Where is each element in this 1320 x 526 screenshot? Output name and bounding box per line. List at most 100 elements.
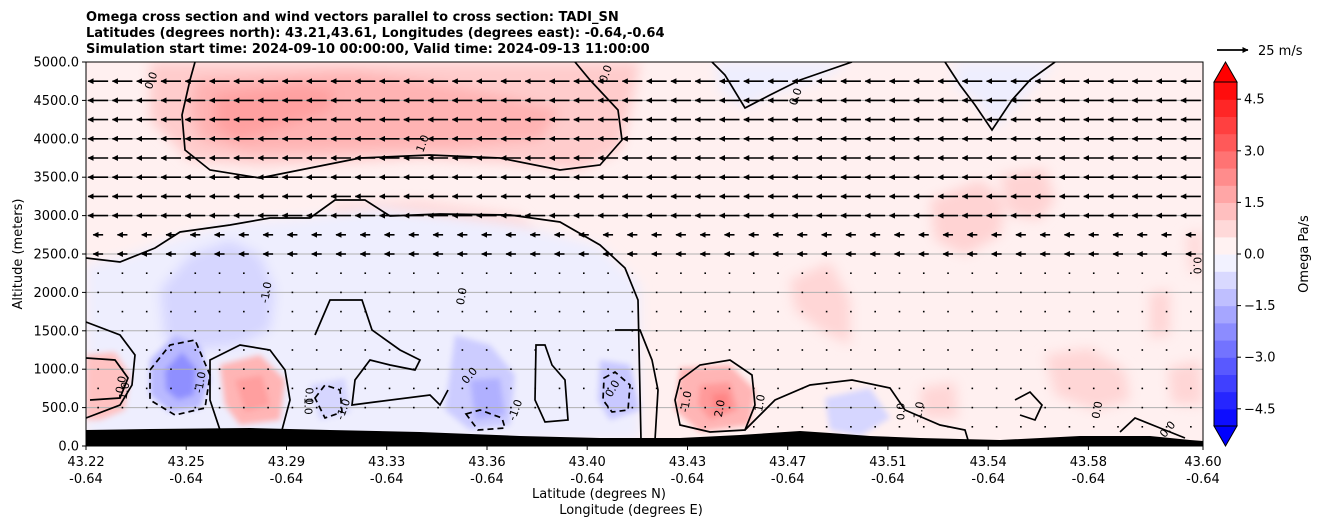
wind-vector (388, 387, 391, 390)
wind-vector (267, 330, 269, 332)
wind-vector (1117, 291, 1119, 294)
wind-vector (995, 426, 998, 428)
wind-vector (1068, 387, 1071, 390)
wind-vector (1020, 368, 1022, 370)
wind-vector (1165, 349, 1168, 351)
wind-vector (1020, 310, 1022, 313)
wind-vector (825, 330, 828, 332)
y-tick-label: 4000.0 (34, 132, 80, 147)
wind-vector (364, 272, 367, 274)
wind-vector (582, 330, 585, 332)
wind-vector (898, 426, 901, 428)
wind-vector (777, 291, 779, 294)
wind-vector (461, 406, 464, 409)
wind-vector (607, 368, 609, 370)
wind-vector (510, 330, 512, 332)
wind-vector (850, 368, 852, 370)
wind-vector (1190, 291, 1192, 294)
wind-vector (315, 310, 318, 313)
wind-vector (582, 291, 585, 294)
colorbar-band (1214, 185, 1237, 203)
wind-vector (898, 310, 901, 313)
wind-vector (801, 291, 804, 294)
wind-vector (534, 349, 537, 351)
x-tick-label-lat: 43.60 (1184, 455, 1221, 470)
contour-label: 0.0 (142, 70, 160, 91)
wind-vector (1165, 310, 1168, 313)
wind-vector (1165, 291, 1168, 294)
positive-region-upper-max (215, 85, 335, 140)
wind-vector (777, 349, 779, 351)
contour-label-text: 1.0 (414, 133, 432, 154)
wind-vector (1165, 272, 1168, 274)
wind-vector (1068, 349, 1071, 351)
wind-vector (461, 272, 464, 274)
wind-vector (752, 387, 755, 390)
wind-vector (752, 330, 755, 332)
wind-vector (413, 349, 415, 351)
wind-vector (340, 310, 342, 313)
wind-vector (898, 387, 901, 390)
wind-vector (801, 272, 804, 274)
wind-vector (1117, 330, 1119, 332)
wind-vector (1020, 330, 1022, 332)
wind-vector (534, 272, 537, 274)
wind-vector (170, 272, 172, 274)
wind-vector (340, 406, 342, 409)
wind-vector (922, 310, 925, 313)
wind-vector (534, 368, 537, 370)
wind-vector (728, 330, 731, 332)
contour-label-text: 2.0 (712, 399, 728, 418)
wind-vector (534, 330, 537, 332)
wind-vector (1165, 406, 1168, 409)
wind-vector (898, 291, 901, 294)
wind-vector (947, 349, 949, 351)
quiver-key-label: 25 m/s (1258, 44, 1303, 59)
title-line-3: Simulation start time: 2024-09-10 00:00:… (86, 42, 650, 57)
wind-vector (607, 349, 609, 351)
wind-vector (413, 387, 415, 390)
wind-vector (777, 387, 779, 390)
wind-vector (947, 426, 949, 428)
wind-vector (582, 406, 585, 409)
wind-vector (1044, 387, 1046, 390)
contour-label: 0.0 (302, 387, 315, 405)
wind-vector (413, 368, 415, 370)
wind-vector (680, 272, 682, 274)
wind-vector (194, 349, 197, 351)
wind-vector (1044, 291, 1046, 294)
contour-neg-dashed-3 (464, 409, 507, 431)
contour-1-upper (181, 62, 623, 179)
x-tick-label-lon: -0.64 (470, 472, 504, 487)
wind-vector (777, 426, 779, 428)
colorbar-band (1214, 116, 1237, 135)
wind-vector (850, 291, 852, 294)
wind-vector (558, 406, 561, 409)
wind-vector (704, 330, 707, 332)
wind-vector (291, 272, 294, 274)
wind-vector (971, 310, 974, 313)
wind-vector (922, 349, 925, 351)
negative-region-low-left-core (165, 352, 196, 400)
wind-vector (825, 426, 828, 428)
x-tick-label-lon: -0.64 (270, 472, 304, 487)
wind-vector (680, 349, 682, 351)
wind-vector (922, 272, 925, 274)
contour-0-low-a (86, 357, 129, 401)
wind-vector (437, 406, 439, 409)
wind-vector (145, 291, 148, 294)
contour-label: 1.0 (414, 133, 432, 154)
wind-vector (825, 310, 828, 313)
wind-vector (850, 272, 852, 274)
wind-vector (971, 406, 974, 409)
y-tick-label: 500.0 (42, 401, 79, 416)
wind-vector (145, 387, 148, 390)
contour-neg-dashed-4 (602, 370, 631, 413)
wind-vector (752, 426, 755, 428)
x-tick-label-lon: -0.64 (169, 472, 203, 487)
contour-label: 1.0 (752, 393, 768, 412)
wind-vector (243, 291, 245, 294)
colorbar-band (1214, 82, 1237, 100)
wind-vector (947, 310, 949, 313)
wind-vector (315, 368, 318, 370)
